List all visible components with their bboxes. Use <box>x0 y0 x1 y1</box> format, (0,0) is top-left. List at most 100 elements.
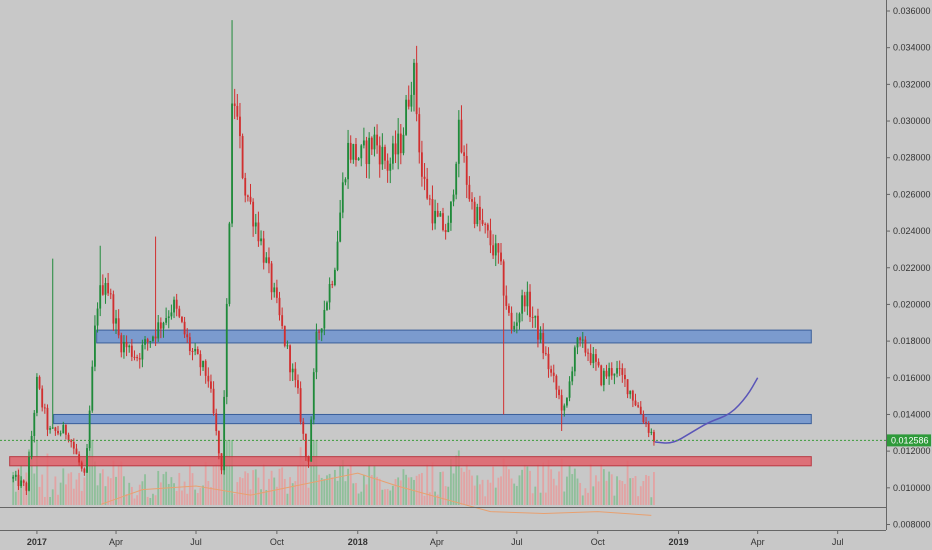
candle-body <box>223 396 226 471</box>
candle-body <box>542 332 545 354</box>
volume-bar <box>188 466 191 505</box>
volume-bar <box>312 440 315 505</box>
volume-bar <box>394 478 397 505</box>
candle-body <box>600 365 603 386</box>
candle-body <box>602 370 605 386</box>
candle-body <box>473 201 476 224</box>
volume-bar <box>38 486 41 505</box>
volume-bar <box>610 474 613 505</box>
candle-body <box>349 142 352 160</box>
volume-bar <box>376 476 379 505</box>
overlays <box>654 377 759 444</box>
candle-body <box>254 222 257 227</box>
volume-bar <box>637 496 640 505</box>
volume-bar <box>207 480 210 505</box>
candle-body <box>381 146 384 165</box>
volume-bar <box>449 459 452 505</box>
volume-bar <box>592 486 595 505</box>
candle-body <box>207 375 210 382</box>
candle-body <box>405 99 408 135</box>
candle-body <box>157 322 160 339</box>
candle-body <box>133 356 136 358</box>
candle-body <box>544 353 547 355</box>
volume-bar <box>402 469 405 505</box>
candle-body <box>260 238 262 242</box>
time-tick-label: Jul <box>832 537 844 547</box>
candle-body <box>225 303 228 397</box>
candle-body <box>415 62 418 115</box>
candle-body <box>576 337 579 348</box>
candle-body <box>391 143 394 164</box>
candle-body <box>579 337 582 341</box>
price-tick-label: 0.012000 <box>893 446 931 456</box>
candle-body <box>107 282 110 294</box>
candle-body <box>402 134 405 154</box>
volume-bar <box>315 440 318 505</box>
candle-body <box>38 376 41 389</box>
candle-body <box>117 318 120 336</box>
volume-bar <box>463 471 466 505</box>
volume-bar <box>547 459 550 505</box>
candle-body <box>141 344 144 360</box>
candle-body <box>341 182 344 213</box>
candle-body <box>241 136 244 178</box>
volume-bar <box>220 468 223 505</box>
volume-bar <box>505 465 508 505</box>
volume-bar <box>75 479 78 505</box>
volume-bar <box>83 477 86 505</box>
volume-bar <box>344 481 347 505</box>
candle-body <box>500 252 502 262</box>
candle-body <box>526 291 529 307</box>
projection-curve <box>654 377 759 444</box>
volume-bar <box>331 477 334 505</box>
volume-bar <box>420 472 423 505</box>
volume-bar <box>270 470 273 505</box>
volume-bar <box>217 452 220 505</box>
candle-body <box>62 425 65 434</box>
candle-body <box>386 160 389 171</box>
candle-body <box>613 373 616 376</box>
candle-body <box>365 140 368 165</box>
volume-bar <box>478 484 481 505</box>
candle-body <box>384 146 386 161</box>
candle-body <box>563 405 566 411</box>
candle-body <box>120 335 123 353</box>
candle-body <box>529 291 531 318</box>
price-tick-label: 0.010000 <box>893 483 931 493</box>
candle-body <box>294 368 297 381</box>
last-price-label: 0.012586 <box>891 435 929 445</box>
candle-body <box>355 144 357 161</box>
volume-bar <box>571 474 574 505</box>
volume-bar <box>444 486 447 505</box>
candle-body <box>413 62 415 95</box>
candle-body <box>436 210 439 217</box>
candle-body <box>523 295 526 307</box>
volume-bar <box>507 469 510 505</box>
candle-body <box>547 353 550 370</box>
candle-body <box>639 406 642 415</box>
candle-body <box>587 352 589 354</box>
volume-bar <box>299 447 302 505</box>
volume-bar <box>194 489 197 505</box>
candle-body <box>289 345 291 373</box>
volume-bar <box>568 465 571 505</box>
candle-body <box>12 476 15 479</box>
axes <box>0 0 887 531</box>
candle-body <box>70 440 73 443</box>
candle-body <box>273 287 276 293</box>
candle-body <box>88 410 91 449</box>
volume-bar <box>149 497 152 505</box>
volume-bar <box>107 476 110 505</box>
time-tick-label: Apr <box>430 537 444 547</box>
volume-bar <box>629 478 632 505</box>
volume-bar <box>246 473 249 505</box>
candle-body <box>67 434 70 441</box>
volume-bar <box>452 473 455 505</box>
candle-body <box>146 339 149 342</box>
candle-body <box>212 388 215 414</box>
candle-body <box>502 261 505 296</box>
price-tick-label: 0.018000 <box>893 336 931 346</box>
volume-ma-line <box>100 472 652 516</box>
